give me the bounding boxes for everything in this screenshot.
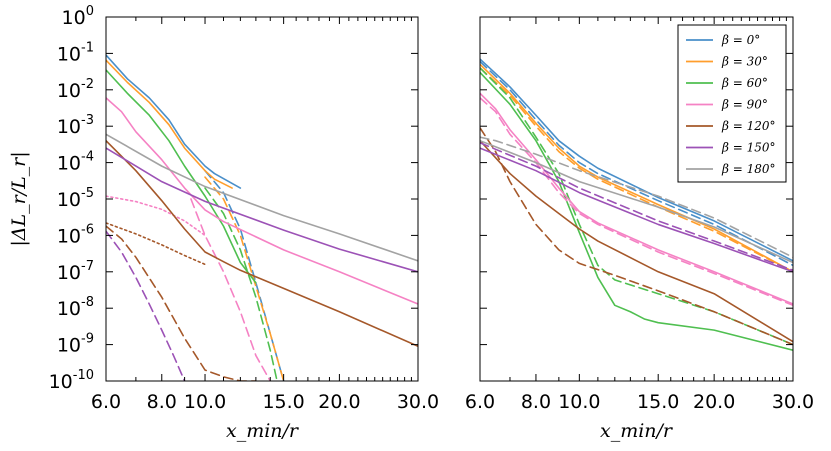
left-xtick-label: 8.0 <box>147 391 177 413</box>
legend-label-beta-150deg: β = 150° <box>721 141 776 155</box>
left-series-beta-150deg-dashed <box>106 230 186 381</box>
right-series-beta-150deg-dashed <box>480 142 793 272</box>
legend: β = 0° β = 30° β = 60° β = 90° β = 120° β = 1… <box>677 24 787 183</box>
left-series-beta-0deg-dashed <box>204 169 285 381</box>
left-xtick-label: 6.0 <box>91 391 121 413</box>
ytick-label: 10-6 <box>57 222 94 247</box>
ytick-label: 10-5 <box>57 186 94 211</box>
ytick-label: 10-3 <box>57 113 94 138</box>
legend-box <box>677 24 787 183</box>
right-plot-panel: 6.0 8.0 10.0 15.0 20.0 30.0 x_min/r <box>465 16 814 442</box>
right-series-beta-120deg-solid <box>480 139 793 343</box>
ytick-label: 10-9 <box>57 332 94 357</box>
right-ticks-group: 6.0 8.0 10.0 15.0 20.0 30.0 <box>465 16 814 413</box>
right-series-beta-90deg-solid <box>480 92 793 305</box>
right-series-beta-0deg-solid <box>480 58 793 262</box>
legend-label-beta-30deg: β = 30° <box>721 55 768 69</box>
left-series-beta-120deg-dashed <box>106 225 257 381</box>
right-xtick-label: 15.0 <box>637 391 679 413</box>
left-xtick-label: 20.0 <box>318 391 360 413</box>
left-series-beta-180deg-solid <box>106 133 418 262</box>
left-xtick-label: 15.0 <box>262 391 304 413</box>
right-series-beta-90deg-dashed <box>480 97 793 307</box>
left-series-beta-120deg-solid <box>106 139 418 348</box>
left-xtick-label: 10.0 <box>184 391 226 413</box>
legend-entries: β = 0° β = 30° β = 60° β = 90° β = 120° β = 1… <box>686 33 776 176</box>
right-xtick-label: 20.0 <box>693 391 735 413</box>
legend-label-beta-120deg: β = 120° <box>721 119 776 133</box>
right-series-group <box>480 58 793 352</box>
left-series-beta-90deg-solid <box>106 97 418 305</box>
left-xlabel: x_min/r <box>226 420 300 442</box>
legend-label-beta-180deg: β = 180° <box>721 162 776 176</box>
ytick-label: 10-2 <box>57 77 94 102</box>
right-xtick-label: 8.0 <box>521 391 551 413</box>
right-series-beta-0deg-dashed <box>480 60 793 267</box>
left-series-beta-90deg-dashed <box>190 198 272 381</box>
ytick-label: 100 <box>62 4 94 29</box>
left-series-beta-30deg-solid <box>106 59 233 189</box>
ylabel: |ΔL_r/L_r| <box>8 151 30 246</box>
left-series-beta-60deg-dashed <box>204 187 278 381</box>
left-series-group <box>106 54 418 381</box>
left-plot-panel: 6.0 8.0 10.0 15.0 20.0 30.0 100 10-1 10-2 10-3 10-… <box>8 4 439 442</box>
right-xlabel: x_min/r <box>600 420 674 442</box>
left-series-beta-0deg-solid <box>106 54 242 189</box>
right-series-beta-30deg-dashed <box>480 67 793 273</box>
ytick-label: 10-10 <box>49 368 94 393</box>
left-ticks-group: 6.0 8.0 10.0 15.0 20.0 30.0 100 10-1 10-2 10-3 10-… <box>49 4 440 413</box>
left-xtick-label: 30.0 <box>397 391 439 413</box>
legend-label-beta-0deg: β = 0° <box>721 33 760 47</box>
left-series-beta-150deg-solid <box>106 147 418 273</box>
left-series-beta-90deg-dotted <box>106 195 206 237</box>
ytick-label: 10-7 <box>57 259 94 284</box>
right-series-beta-180deg-solid <box>480 139 793 264</box>
left-series-beta-120deg-dotted <box>106 222 206 266</box>
right-series-beta-60deg-solid <box>480 71 793 352</box>
legend-label-beta-90deg: β = 90° <box>721 98 768 112</box>
left-series-beta-60deg-solid <box>106 69 257 284</box>
right-xtick-label: 30.0 <box>772 391 814 413</box>
right-series-beta-150deg-solid <box>480 147 793 273</box>
ytick-label: 10-8 <box>57 295 94 320</box>
ytick-label: 10-4 <box>57 150 94 175</box>
right-series-beta-60deg-dashed <box>480 67 793 346</box>
right-series-beta-120deg-dashed <box>480 127 793 346</box>
right-xtick-label: 10.0 <box>558 391 600 413</box>
legend-label-beta-60deg: β = 60° <box>721 76 768 90</box>
ytick-label: 10-1 <box>57 40 94 65</box>
right-xtick-label: 6.0 <box>465 391 495 413</box>
right-series-beta-180deg-dashed <box>480 136 793 259</box>
